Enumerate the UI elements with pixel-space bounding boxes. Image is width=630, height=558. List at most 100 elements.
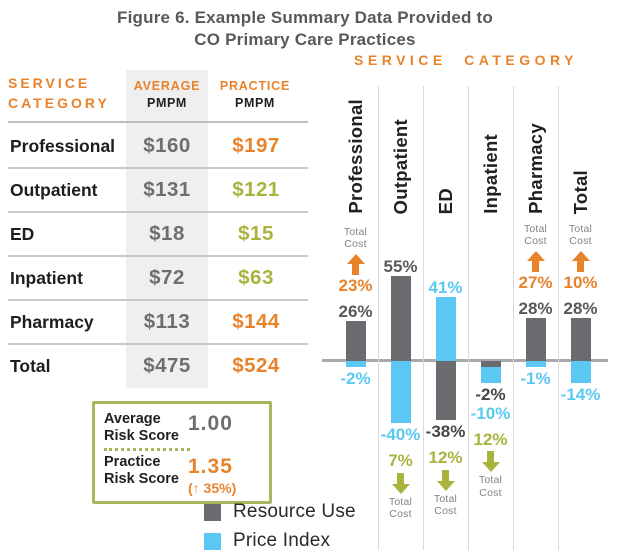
category-label-text: Inpatient (479, 134, 501, 214)
header-average: AVERAGE (133, 79, 201, 93)
table-header-service-category: SERVICE CATEGORY (8, 74, 126, 113)
figure-title-line2: CO Primary Care Practices (194, 29, 416, 49)
column-divider (468, 86, 469, 550)
total-cost-text: Total Cost (331, 226, 380, 251)
average-column-highlight (126, 70, 208, 388)
total-cost-annotation-ed: 12% Total Cost (421, 447, 470, 518)
bar-label: -10% (470, 403, 511, 423)
practice-cell: $63 (238, 266, 274, 289)
annotation-value: 7% (388, 451, 413, 470)
column-divider (558, 86, 559, 550)
header-divider (8, 121, 308, 123)
practice-risk-label-line2: Risk Score (104, 471, 179, 488)
arrow-stem (487, 451, 494, 463)
annotation-value: 12% (428, 447, 463, 467)
chart-legend: Resource Use Price Index (204, 501, 356, 558)
figure-title-line1: Figure 6. Example Summary Data Provided … (117, 8, 493, 27)
legend-label-resource-use: Resource Use (233, 501, 356, 522)
practice-cell: $144 (232, 310, 280, 333)
bar-price-index (345, 361, 366, 367)
category-label-ed: ED (423, 86, 468, 214)
total-cost-text: Total Cost (421, 493, 470, 518)
zero-baseline (322, 359, 608, 362)
legend-label-price-index: Price Index (233, 530, 331, 551)
bar-chart: Professional 26% -2% Total Cost 23% Outpatient… (322, 86, 610, 550)
arrow-stem (532, 260, 539, 272)
practice-cell: $197 (232, 134, 280, 157)
category-label-text: ED (434, 187, 456, 214)
arrow-head (391, 483, 410, 494)
table-header-average-pmpm: AVERAGE PMPM (126, 78, 208, 112)
column-divider (513, 86, 514, 550)
down-arrow-icon (436, 469, 455, 491)
header-average-pmpm: PMPM (147, 95, 187, 110)
table-row: Professional $160 $197 (8, 124, 304, 168)
bar-price-index (570, 361, 591, 383)
total-cost-text-line: Cost (389, 508, 412, 521)
up-arrow-icon (526, 250, 545, 272)
header-service-line1: SERVICE (8, 75, 91, 91)
bar-label: -2% (475, 384, 506, 404)
average-risk-label-line1: Average (104, 411, 161, 427)
category-label-pharmacy: Pharmacy (513, 86, 558, 214)
bar-label: -2% (340, 369, 371, 388)
bar-label: -40% (380, 425, 421, 444)
total-cost-text-line: Total (433, 492, 458, 505)
price-index-swatch-icon (204, 532, 221, 550)
up-arrow-icon (571, 250, 590, 272)
practice-risk-change: (↑ 35%) (188, 480, 237, 497)
table-row: ED $18 $15 (8, 212, 304, 256)
arrow-head (526, 250, 545, 261)
summary-table: SERVICE CATEGORY AVERAGE PMPM PRACTICE P… (0, 0, 320, 400)
total-cost-annotation-professional: Total Cost 23% (331, 226, 380, 295)
bar-label: 28% (518, 298, 553, 318)
arrow-stem (352, 263, 359, 275)
practice-cell: $524 (232, 354, 280, 377)
annotation-value: 27% (518, 272, 553, 292)
total-cost-text-line: Cost (569, 235, 592, 248)
arrow-head (571, 250, 590, 261)
total-cost-text-line: Total (523, 222, 548, 235)
category-label-text: Professional (344, 99, 366, 214)
category-cell: Professional (10, 136, 116, 156)
practice-risk-value: 1.35 (188, 455, 233, 479)
resource-use-swatch-icon (204, 503, 221, 521)
arrow-stem (577, 260, 584, 272)
total-cost-annotation-outpatient: 7% Total Cost (376, 450, 425, 521)
total-cost-text-line: Total (388, 495, 413, 508)
row-divider (8, 255, 308, 257)
total-cost-text: Total Cost (466, 474, 515, 499)
bar-price-index (525, 361, 546, 367)
bar-label: 41% (428, 278, 463, 298)
header-practice: PRACTICE (219, 79, 291, 93)
total-cost-annotation-pharmacy: Total Cost 27% (511, 223, 560, 292)
header-practice-pmpm: PMPM (235, 95, 275, 110)
chart-title: SERVICE CATEGORY (354, 52, 578, 68)
category-label-text: Total (569, 169, 591, 214)
bar-label: 55% (383, 256, 418, 276)
table-row: Pharmacy $113 $144 (8, 300, 304, 344)
total-cost-text: Total Cost (511, 223, 560, 248)
average-risk-value: 1.00 (188, 412, 233, 435)
category-cell: Pharmacy (10, 312, 94, 332)
category-label-professional: Professional (333, 86, 378, 214)
average-cell: $160 (143, 134, 191, 157)
row-divider (8, 343, 308, 345)
table-header-practice-pmpm: PRACTICE PMPM (208, 78, 302, 112)
total-cost-text-line: Cost (344, 238, 367, 251)
total-cost-text-line: Total (568, 222, 593, 235)
dotted-divider (104, 448, 190, 452)
bar-resource-use (345, 320, 366, 361)
row-divider (8, 167, 308, 169)
bar-resource-use (435, 361, 456, 420)
category-label-text: Outpatient (389, 118, 411, 215)
bar-resource-use (390, 275, 411, 361)
bar-price-index (480, 367, 501, 383)
arrow-head (346, 253, 365, 264)
category-label-total: Total (558, 86, 603, 214)
bar-price-index (435, 297, 456, 361)
risk-score-box: Average Risk Score 1.00 Practice Risk Sc… (92, 401, 272, 504)
practice-risk-values: 1.35 (↑ 35%) (188, 454, 236, 496)
total-cost-text: Total Cost (376, 496, 425, 521)
column-divider (378, 86, 379, 550)
